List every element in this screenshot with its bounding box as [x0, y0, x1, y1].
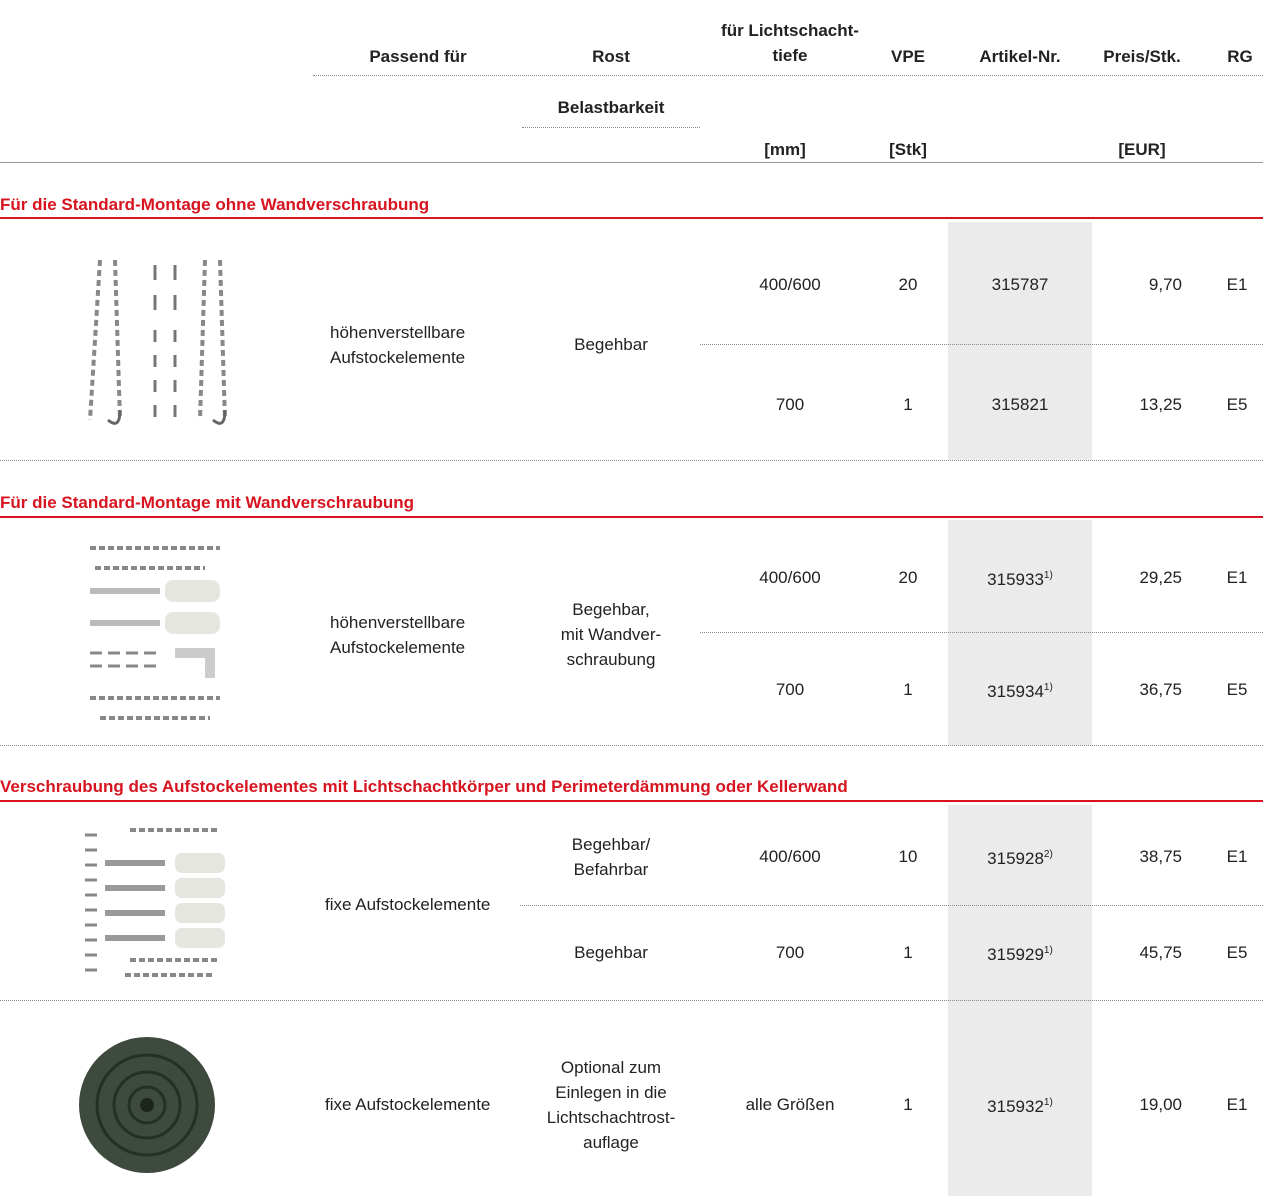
footnote: 1)	[1043, 1097, 1053, 1109]
vpe: 10	[898, 847, 918, 866]
rg: E5	[1226, 680, 1248, 699]
passend-fuer: höhenverstellbare	[330, 322, 466, 342]
preis: 19,00	[1139, 1095, 1182, 1114]
column-header: Belastbarkeit	[557, 98, 665, 117]
preis: 36,75	[1139, 680, 1182, 699]
vpe: 1	[903, 680, 913, 699]
divider	[700, 632, 1263, 633]
column-shade	[948, 1000, 1092, 1196]
footnote: 1)	[1043, 682, 1053, 694]
divider	[700, 344, 1263, 345]
unit-label: [Stk]	[889, 140, 927, 159]
artikel-nr: 315821	[991, 395, 1049, 414]
column-header: Rost	[592, 47, 630, 66]
rost: Begehbar	[574, 335, 648, 354]
section-title: Für die Standard-Montage ohne Wandversch…	[0, 195, 430, 214]
preis: 29,25	[1139, 568, 1182, 587]
column-shade	[948, 222, 1092, 460]
vpe: 1	[903, 943, 913, 962]
column-header: VPE	[890, 47, 926, 66]
rost: auflage	[583, 1132, 639, 1152]
artikel-nr: 3159282)	[987, 848, 1053, 868]
artikel-nr: 3159341)	[987, 681, 1053, 701]
rg: E5	[1226, 943, 1248, 962]
divider	[0, 745, 1263, 746]
section-rule	[0, 217, 1263, 219]
unit-label: [mm]	[764, 140, 806, 159]
section-rule	[0, 516, 1263, 518]
artikel-nr: 3159291)	[987, 944, 1053, 964]
column-header: Artikel-Nr.	[979, 47, 1061, 66]
vpe: 1	[903, 395, 913, 414]
tiefe: 400/600	[759, 847, 821, 866]
artikel-nr: 3159331)	[987, 569, 1053, 589]
rg: E1	[1226, 1095, 1248, 1114]
rost: Befahrbar	[573, 859, 649, 879]
vpe: 20	[898, 568, 918, 587]
unit-label: [EUR]	[1118, 140, 1166, 159]
rost: Begehbar,	[572, 600, 650, 619]
preis: 13,25	[1139, 395, 1182, 414]
divider	[313, 75, 1263, 76]
rost: Begehbar/	[571, 834, 651, 854]
tiefe: 700	[775, 680, 805, 699]
section-title: Verschraubung des Aufstockelementes mit …	[0, 777, 848, 796]
rg: E1	[1226, 568, 1248, 587]
tiefe: 700	[775, 395, 805, 414]
passend-fuer: fixe Aufstockelemente	[325, 895, 491, 914]
divider	[522, 127, 700, 128]
rost: Begehbar	[574, 943, 648, 962]
passend-fuer: Aufstockelemente	[330, 347, 466, 367]
rg: E1	[1226, 847, 1248, 866]
artikel-nr: 3159321)	[987, 1096, 1053, 1116]
footnote: 2)	[1043, 849, 1053, 861]
footnote: 1)	[1043, 945, 1053, 957]
product-image	[88, 259, 227, 425]
rost: Lichtschachtrost-	[546, 1107, 676, 1127]
product-image	[79, 1037, 215, 1173]
artikel-nr: 315787	[991, 275, 1049, 294]
column-header: RG	[1227, 47, 1253, 66]
rost: Einlegen in die	[555, 1082, 667, 1102]
column-header: für Lichtschacht-	[721, 21, 859, 40]
divider	[0, 460, 1263, 461]
rost: Optional zum	[560, 1057, 662, 1077]
rost: schraubung	[566, 650, 656, 669]
header-rule	[0, 162, 1263, 163]
preis: 9,70	[1148, 275, 1182, 294]
tiefe: 400/600	[759, 275, 821, 294]
column-header: tiefe	[772, 46, 808, 65]
rg: E1	[1226, 275, 1248, 294]
section-rule	[0, 800, 1263, 802]
column-header: Passend für	[369, 47, 467, 66]
column-header: Preis/Stk.	[1103, 47, 1181, 66]
passend-fuer: fixe Aufstockelemente	[325, 1095, 491, 1114]
divider	[520, 905, 1263, 906]
tiefe: 400/600	[759, 568, 821, 587]
vpe: 20	[898, 275, 918, 294]
preis: 45,75	[1139, 943, 1182, 962]
product-image	[85, 828, 225, 977]
column-shade	[948, 805, 1092, 1000]
rg: E5	[1226, 395, 1248, 414]
passend-fuer: Aufstockelemente	[330, 637, 466, 657]
vpe: 1	[903, 1095, 913, 1114]
preis: 38,75	[1139, 847, 1182, 866]
tiefe: alle Größen	[745, 1095, 835, 1114]
divider	[0, 1000, 1263, 1001]
section-title: Für die Standard-Montage mit Wandverschr…	[0, 493, 415, 512]
rost: mit Wandver-	[560, 625, 662, 644]
passend-fuer: höhenverstellbare	[330, 612, 466, 632]
product-image	[90, 546, 220, 720]
tiefe: 700	[775, 943, 805, 962]
footnote: 1)	[1043, 570, 1053, 582]
